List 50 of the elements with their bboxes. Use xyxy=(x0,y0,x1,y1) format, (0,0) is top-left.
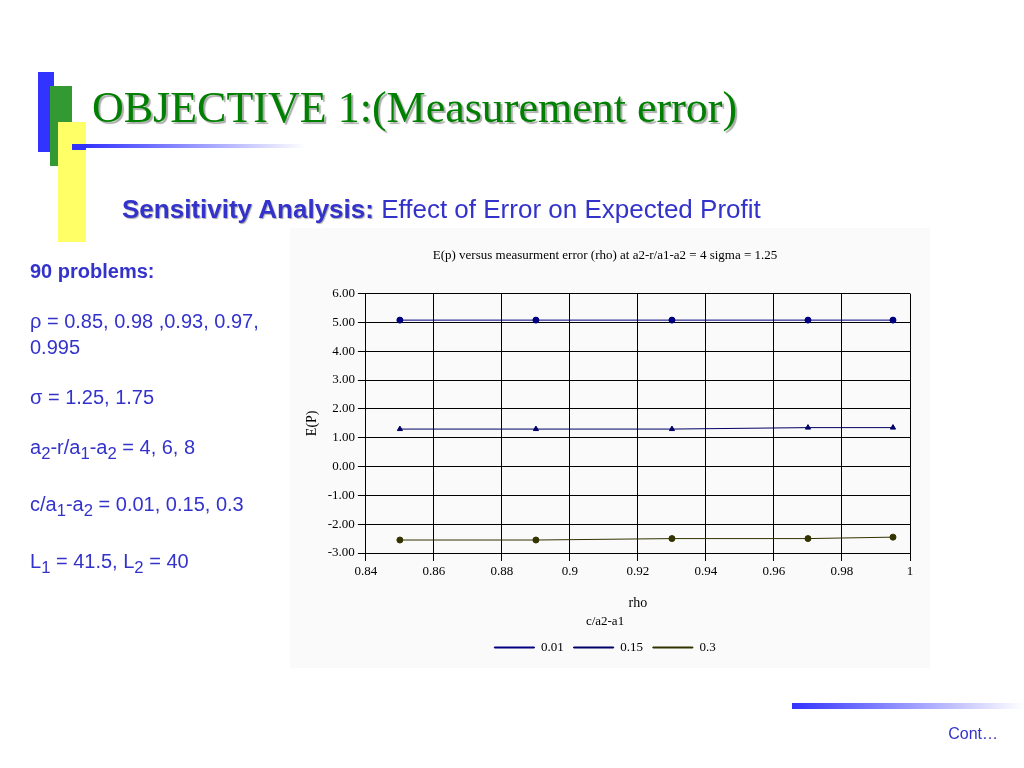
text: ρ = 0.85, 0.98 ,0.93, 0.97, 0.995 xyxy=(30,309,260,360)
y-tick-label: 1.00 xyxy=(332,429,355,445)
x-tick-label: 0.84 xyxy=(354,563,378,579)
chart-subtitle: Sensitivity Analysis: Effect of Error on Expected Profit xyxy=(122,194,761,224)
legend-title: c/a2-a1 xyxy=(585,613,625,629)
legend-label: 0.3 xyxy=(699,638,716,654)
text: 90 problems: xyxy=(30,259,156,284)
x-tick-label: 0.88 xyxy=(490,563,514,579)
text: a$_{2}$-r/a$_{1}$-a$_{2}$ = 4, 6, 8 xyxy=(30,435,197,465)
point xyxy=(532,536,540,544)
x-axis-title: rho xyxy=(628,594,648,610)
y-tick-label: 0.00 xyxy=(332,457,355,473)
x-tick-label: 0.9 xyxy=(561,563,579,579)
y-tick-label: -1.00 xyxy=(327,486,355,502)
y-tick-label: 3.00 xyxy=(332,371,355,387)
x-tick-label: 0.86 xyxy=(422,563,446,579)
y-tick-label: 5.00 xyxy=(332,313,355,329)
text: c/a$_{1}$-a$_{2}$ = 0.01, 0.15, 0.3 xyxy=(30,492,245,522)
point xyxy=(396,316,404,324)
x-tick-label: 0.92 xyxy=(626,563,650,579)
point xyxy=(532,425,540,432)
text: σ = 1.25, 1.75 xyxy=(30,385,156,410)
point xyxy=(889,316,897,324)
point xyxy=(668,535,676,543)
y-tick-label: -2.00 xyxy=(327,515,355,531)
text: Cont… xyxy=(948,725,998,743)
x-tick-label: 0.94 xyxy=(694,563,718,579)
x-tick-label: 0.96 xyxy=(762,563,786,579)
point xyxy=(532,316,540,324)
x-tick-label: 1 xyxy=(906,563,914,579)
text: L$_{1}$ = 41.5, L$_{2}$ = 40 xyxy=(30,549,190,579)
legend-label: 0.01 xyxy=(540,638,564,654)
point xyxy=(804,535,812,543)
point xyxy=(889,533,897,541)
chart-title: E(p) versus measurment error (rho) at a2-r/a1-a2 = 4 sigma = 1.25 xyxy=(432,247,778,263)
y-tick-label: 6.00 xyxy=(332,285,355,301)
y-axis-title: E(P) xyxy=(304,410,321,437)
point xyxy=(396,536,404,544)
point xyxy=(668,316,676,324)
point xyxy=(804,424,812,430)
point xyxy=(804,316,812,324)
text: OBJECTIVE 1:(Measurement error) xyxy=(92,82,738,133)
legend-label: 0.15 xyxy=(620,638,643,654)
x-tick-label: 0.98 xyxy=(830,563,854,579)
y-tick-label: 2.00 xyxy=(332,400,355,416)
point xyxy=(396,425,403,432)
point xyxy=(889,424,897,430)
y-tick-label: -3.00 xyxy=(327,544,355,560)
point xyxy=(668,425,676,432)
y-tick-label: 4.00 xyxy=(332,342,355,358)
